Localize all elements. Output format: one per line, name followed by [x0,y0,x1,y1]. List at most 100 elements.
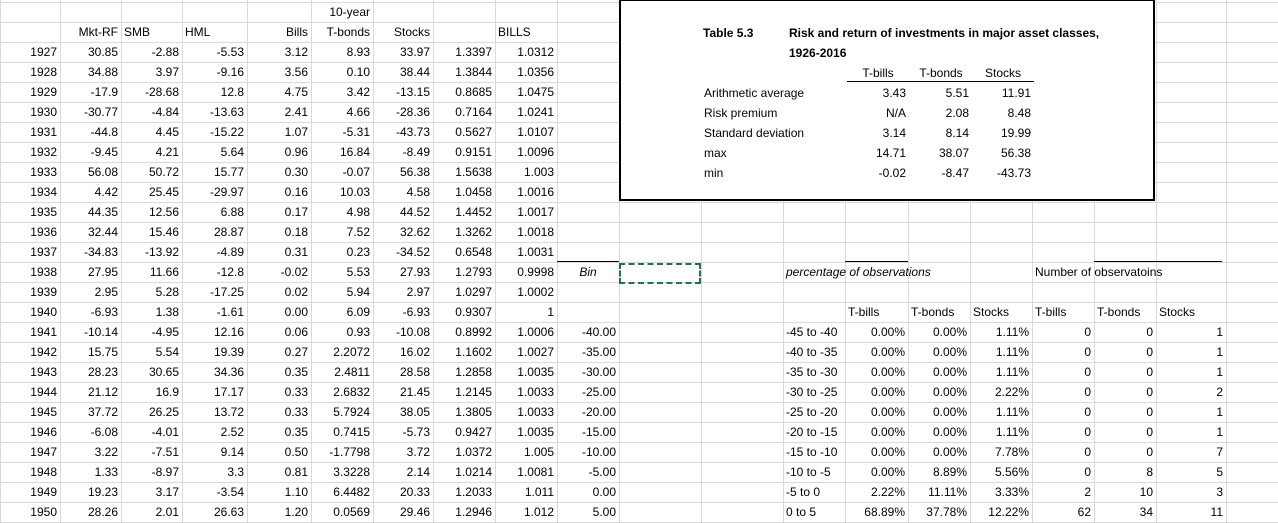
data-cell[interactable]: 21.12 [87,385,118,399]
data-cell[interactable]: 1.0031 [517,245,554,259]
data-cell[interactable]: -10.14 [83,325,118,339]
count-cell[interactable]: 0 [1084,425,1091,439]
data-cell[interactable]: 0.35 [284,425,308,439]
count-cell[interactable]: 1 [1216,425,1223,439]
data-cell[interactable]: 3.17 [155,485,179,499]
year-cell[interactable]: 1937 [30,245,57,259]
data-cell[interactable]: 32.62 [399,225,430,239]
dist-column-header[interactable]: T-bonds [1097,305,1141,319]
year-cell[interactable]: 1943 [30,365,57,379]
column-header[interactable]: Bills [285,25,308,39]
data-cell[interactable]: 8.93 [346,45,370,59]
year-cell[interactable]: 1927 [30,45,57,59]
range-label[interactable]: -15 to -10 [786,445,838,459]
range-label[interactable]: -35 to -30 [786,365,838,379]
column-header[interactable]: HML [185,25,211,39]
data-cell[interactable]: -34.83 [83,245,118,259]
data-cell[interactable]: 25.45 [148,185,179,199]
data-cell[interactable]: 2.14 [406,465,430,479]
data-cell[interactable]: 20.33 [399,485,430,499]
data-cell[interactable]: 44.52 [399,205,430,219]
data-cell[interactable]: 0.35 [284,365,308,379]
data-cell[interactable]: 4.45 [155,125,179,139]
data-cell[interactable]: 0.16 [284,185,308,199]
year-cell[interactable]: 1936 [30,225,57,239]
bin-cell[interactable] [557,282,619,302]
data-cell[interactable]: 1.0297 [455,285,492,299]
data-cell[interactable]: 1.4452 [455,205,492,219]
bin-cell[interactable]: -30.00 [581,365,616,379]
data-cell[interactable]: 3.72 [406,445,430,459]
range-label[interactable]: 0 to 5 [786,505,817,519]
data-cell[interactable]: 0.30 [284,165,308,179]
data-cell[interactable]: 30.85 [87,45,118,59]
count-cell[interactable]: 0 [1146,345,1153,359]
data-cell[interactable]: 1.0027 [517,345,554,359]
year-cell[interactable]: 1939 [30,285,57,299]
bin-cell[interactable] [557,222,619,242]
data-cell[interactable]: 1.5638 [455,165,492,179]
range-label[interactable]: -45 to -40 [786,325,838,339]
data-cell[interactable]: -1.61 [216,305,244,319]
year-cell[interactable]: 1935 [30,205,57,219]
year-cell[interactable]: 1934 [30,185,57,199]
data-cell[interactable]: 2.41 [284,105,308,119]
data-cell[interactable]: 0.0569 [333,505,370,519]
data-cell[interactable]: -6.93 [90,305,118,319]
data-cell[interactable]: 28.87 [213,225,244,239]
data-cell[interactable]: -17.25 [209,285,244,299]
data-cell[interactable]: -15.22 [209,125,244,139]
bin-cell[interactable] [557,62,619,82]
data-cell[interactable]: 34.36 [213,365,244,379]
count-cell[interactable]: 1 [1216,405,1223,419]
pct-cell[interactable]: 1.11% [995,325,1029,339]
column-header[interactable]: Mkt-RF [78,25,118,39]
year-cell[interactable]: 1941 [30,325,57,339]
year-cell[interactable]: 1931 [30,125,57,139]
data-cell[interactable]: 4.66 [346,105,370,119]
bin-cell[interactable] [557,242,619,262]
data-cell[interactable]: 0.06 [284,325,308,339]
num-title[interactable]: Number of observatoins [1035,265,1163,279]
data-cell[interactable]: 0.00 [284,305,308,319]
data-cell[interactable]: 27.95 [87,265,118,279]
pct-cell[interactable]: 0.00% [932,385,967,399]
pct-cell[interactable]: 0.00% [932,425,967,439]
pct-cell[interactable]: 8.89% [932,465,967,479]
bin-cell[interactable]: -35.00 [581,345,616,359]
data-cell[interactable]: -4.84 [151,105,179,119]
pct-cell[interactable]: 0.00% [870,405,905,419]
pct-cell[interactable]: 0.00% [932,365,967,379]
count-cell[interactable]: 2 [1084,485,1091,499]
pct-cell[interactable]: 1.11% [995,345,1029,359]
data-cell[interactable]: -34.52 [395,245,430,259]
data-cell[interactable]: 27.93 [399,265,430,279]
count-cell[interactable]: 0 [1084,365,1091,379]
bin-cell[interactable] [557,162,619,182]
data-cell[interactable]: 11.66 [149,265,179,279]
pct-cell[interactable]: 0.00% [870,425,905,439]
data-cell[interactable]: 56.08 [87,165,118,179]
data-cell[interactable]: -6.08 [90,425,118,439]
data-cell[interactable]: -4.95 [151,325,179,339]
data-cell[interactable]: 1.0017 [517,205,554,219]
data-cell[interactable]: 4.42 [94,185,118,199]
data-cell[interactable]: 2.4811 [334,365,370,379]
data-cell[interactable]: 0.17 [284,205,308,219]
data-cell[interactable]: -44.8 [90,125,118,139]
data-cell[interactable]: 1.2145 [455,385,492,399]
data-cell[interactable]: 1.20 [284,505,308,519]
year-cell[interactable]: 1946 [30,425,57,439]
data-cell[interactable]: 10.03 [339,185,370,199]
data-cell[interactable]: 1.0458 [455,185,492,199]
data-cell[interactable]: 6.09 [346,305,370,319]
bin-cell[interactable] [557,102,619,122]
data-cell[interactable]: 1.2946 [455,505,492,519]
data-cell[interactable]: 1.0096 [517,145,554,159]
pct-title[interactable]: percentage of observations [786,265,931,279]
count-cell[interactable]: 62 [1077,505,1091,519]
data-cell[interactable]: 1.2858 [455,365,492,379]
pct-cell[interactable]: 2.22% [994,385,1029,399]
dist-column-header[interactable]: Stocks [1159,305,1196,319]
